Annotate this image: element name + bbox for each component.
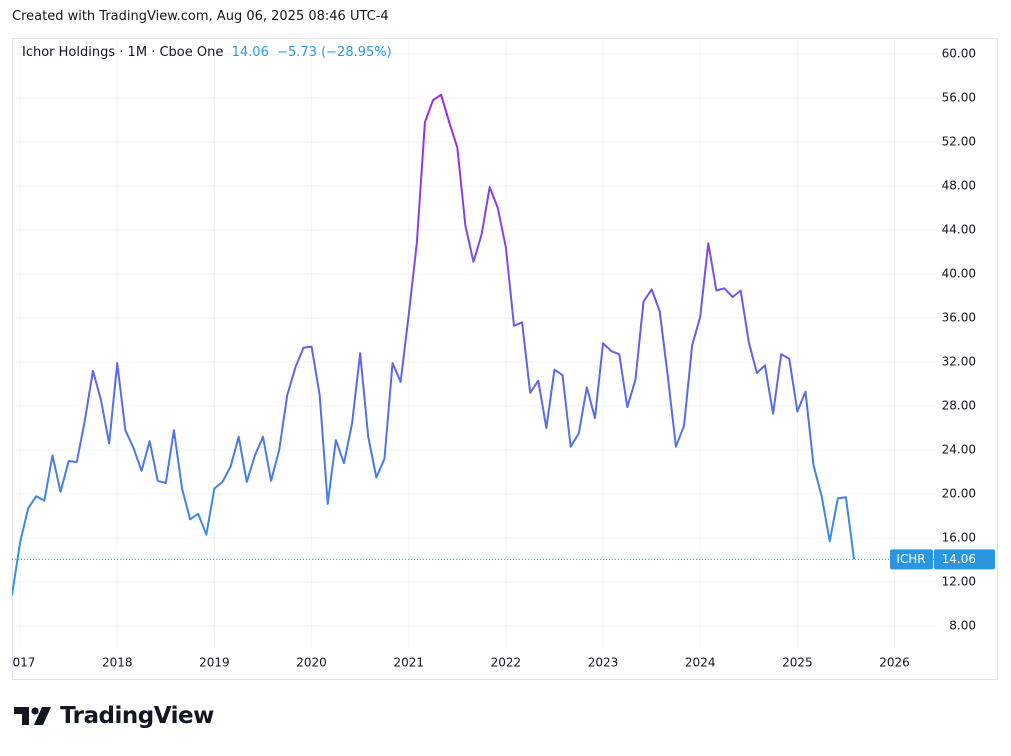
y-tick-label: 32.00	[942, 355, 976, 369]
x-tick-label: 2020	[296, 656, 327, 670]
logo: TradingView	[14, 703, 214, 729]
x-tick-label: 2023	[588, 656, 619, 670]
separator: ·	[119, 45, 124, 60]
created-note: Created with TradingView.com, Aug 06, 20…	[12, 9, 389, 24]
logo-icon	[14, 707, 51, 725]
price-line	[12, 93, 856, 596]
symbol-tag	[890, 549, 933, 570]
change-percent: (−28.95%)	[321, 45, 392, 60]
y-tick-label: 60.00	[942, 47, 976, 61]
symbol-tag-label: ICHR	[896, 552, 925, 566]
last-price-label: 14.06	[942, 552, 976, 566]
y-tick-label: 36.00	[942, 311, 976, 325]
y-tick-label: 16.00	[942, 531, 976, 545]
y-tick-label: 20.00	[942, 487, 976, 501]
interval: 1M	[127, 45, 148, 60]
y-tick-label: 48.00	[942, 179, 976, 193]
legend: Ichor Holdings · 1M · Cboe One 14.06 −5.…	[22, 45, 392, 60]
chart-frame	[12, 38, 998, 680]
y-tick-label: 24.00	[942, 443, 976, 457]
x-tick-label: 2024	[685, 656, 716, 670]
change: −5.73	[277, 45, 317, 60]
last-price: 14.06	[231, 45, 269, 60]
y-tick-label: 12.00	[942, 575, 976, 589]
y-tick-label: 52.00	[942, 135, 976, 149]
last-price-tag	[934, 549, 995, 570]
x-tick-label: 2022	[491, 656, 522, 670]
x-tick-label: 2026	[879, 656, 910, 670]
y-tick-label: 8.00	[949, 619, 976, 633]
y-tick-label: 40.00	[942, 267, 976, 281]
y-tick-label: 56.00	[942, 91, 976, 105]
x-tick-label: 2025	[782, 656, 813, 670]
x-tick-label: 2019	[199, 656, 230, 670]
symbol-name: Ichor Holdings	[22, 45, 116, 60]
y-tick-label: 28.00	[942, 399, 976, 413]
y-tick-label: 44.00	[942, 223, 976, 237]
x-tick-label: 2021	[393, 656, 424, 670]
x-tick-label: 2018	[102, 656, 133, 670]
brand: TradingView	[60, 703, 214, 729]
separator: ·	[151, 45, 156, 60]
x-tick-label: 2017	[5, 656, 36, 670]
exchange: Cboe One	[159, 45, 224, 60]
